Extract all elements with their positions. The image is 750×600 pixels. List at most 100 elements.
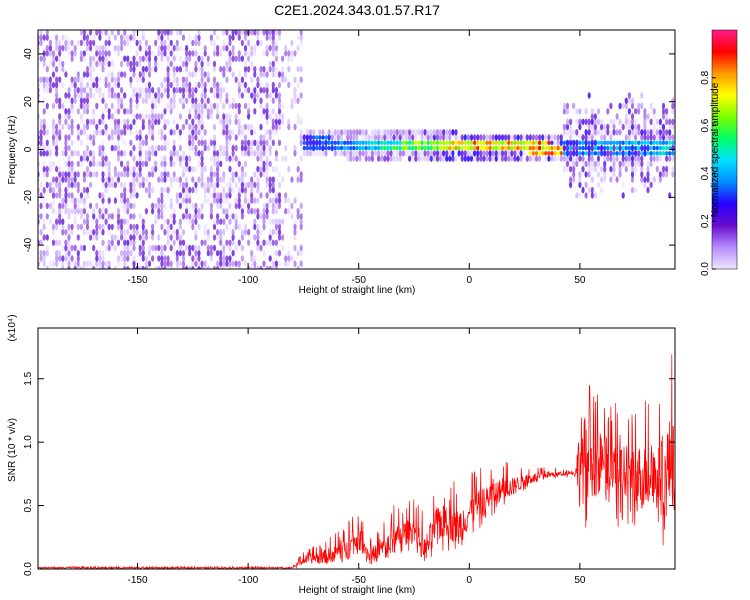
spectrogram-cell bbox=[510, 140, 514, 145]
spectrogram-cell bbox=[206, 244, 210, 252]
spectrogram-cell bbox=[206, 234, 210, 241]
spectrogram-cell bbox=[466, 145, 470, 151]
spectrogram-cell bbox=[76, 255, 80, 262]
spectrogram-cell bbox=[268, 66, 272, 73]
spectrogram-cell bbox=[253, 208, 257, 215]
spectrogram-cell bbox=[48, 181, 53, 189]
spectrogram-cell bbox=[392, 129, 396, 136]
spectrogram-cell bbox=[661, 102, 666, 110]
spectrogram-cell bbox=[123, 39, 127, 47]
spectrogram-cell bbox=[175, 123, 179, 131]
spectrogram-cell bbox=[48, 165, 53, 173]
spectrogram-cell bbox=[132, 155, 136, 162]
spectrogram-cell bbox=[166, 45, 170, 52]
spectrogram-cell bbox=[600, 150, 604, 157]
spectrogram-cell bbox=[237, 118, 241, 126]
spectrogram-cell bbox=[160, 255, 164, 262]
spectrogram-cell bbox=[473, 155, 477, 162]
spectrogram-cell bbox=[203, 81, 207, 89]
spectrogram-cell bbox=[107, 265, 111, 269]
spectrogram-cell bbox=[89, 134, 93, 141]
spectrogram-cell bbox=[185, 197, 189, 204]
spectrogram-cell bbox=[627, 129, 632, 136]
spectrogram-cell bbox=[200, 160, 204, 167]
spectrogram-cell bbox=[185, 181, 189, 189]
spectrogram-cell bbox=[618, 171, 622, 178]
spectrogram-cell bbox=[531, 155, 536, 162]
spectrogram-cell bbox=[120, 197, 124, 204]
spectrogram-cell bbox=[630, 160, 635, 167]
spectrogram-cell bbox=[225, 192, 229, 199]
spectrogram-cell bbox=[346, 150, 350, 157]
spectrogram-cell bbox=[665, 171, 669, 178]
spectrogram-cell bbox=[364, 155, 368, 162]
spectrogram-cell bbox=[45, 139, 49, 146]
spectrogram-cell bbox=[120, 223, 124, 231]
spectrogram-cell bbox=[197, 39, 201, 47]
spectrogram-cell bbox=[268, 30, 272, 36]
spectrogram-y-label: Frequency (Hz) bbox=[7, 116, 18, 185]
spectrogram-cell bbox=[627, 145, 632, 151]
spectrogram-cell bbox=[219, 218, 223, 225]
spectrogram-cell bbox=[606, 145, 610, 151]
spectrogram-cell bbox=[95, 81, 99, 89]
spectrogram-cell bbox=[630, 176, 635, 183]
spectrogram-cell bbox=[98, 260, 102, 267]
spectrogram-cell bbox=[209, 171, 213, 178]
spectrogram-cell bbox=[330, 140, 334, 145]
spectrogram-cell bbox=[70, 165, 74, 173]
spectrogram-cell bbox=[627, 118, 632, 126]
spectrogram-cell bbox=[646, 140, 650, 145]
spectrogram-cell bbox=[160, 30, 164, 36]
spectrogram-cell bbox=[42, 55, 46, 62]
spectrogram-cell bbox=[287, 118, 291, 126]
spectrogram-cell bbox=[513, 155, 517, 162]
spectrogram-cell bbox=[178, 250, 182, 257]
spectrogram-cell bbox=[299, 213, 303, 220]
spectrogram-cell bbox=[256, 139, 260, 146]
spectrogram-cell bbox=[138, 45, 142, 52]
spectrogram-cell bbox=[256, 213, 260, 220]
spectrogram-cell bbox=[116, 171, 121, 178]
spectrogram-cell bbox=[181, 181, 186, 189]
spectrogram-cell bbox=[380, 134, 384, 141]
spectrogram-cell bbox=[147, 81, 152, 89]
spectrogram-cell bbox=[98, 223, 102, 231]
spectrogram-cell bbox=[160, 213, 164, 220]
spectrogram-cell bbox=[172, 76, 176, 83]
spectrogram-cell bbox=[55, 176, 59, 183]
spectrogram-cell bbox=[110, 129, 114, 136]
spectrogram-cell bbox=[163, 265, 167, 269]
spectrogram-cell bbox=[175, 81, 179, 89]
spectrogram-cell bbox=[58, 213, 62, 220]
spectrogram-cell bbox=[377, 145, 381, 151]
spectrogram-cell bbox=[129, 60, 133, 68]
spectrogram-cell bbox=[61, 265, 65, 269]
spectrogram-cell bbox=[61, 260, 65, 267]
spectrogram-cell bbox=[274, 155, 278, 162]
spectrogram-cell bbox=[120, 218, 124, 225]
spectrogram-cell bbox=[373, 150, 378, 157]
spectrogram-cell bbox=[160, 134, 164, 141]
spectrogram-cell bbox=[123, 150, 127, 157]
spectrogram-cell bbox=[265, 71, 269, 78]
spectrogram-cell bbox=[166, 192, 170, 199]
spectrogram-cell bbox=[466, 155, 470, 162]
y-tick-label: 20 bbox=[23, 96, 34, 108]
spectrogram-cell bbox=[110, 239, 114, 246]
spectrogram-cell bbox=[442, 155, 446, 162]
spectrogram-cell bbox=[178, 66, 182, 73]
spectrogram-cell bbox=[138, 265, 142, 269]
spectrogram-cell bbox=[185, 244, 189, 252]
spectrogram-cell bbox=[287, 260, 291, 267]
spectrogram-cell bbox=[138, 144, 142, 152]
spectrogram-cell bbox=[55, 192, 59, 199]
spectrogram-cell bbox=[203, 102, 207, 110]
spectrogram-cell bbox=[132, 66, 136, 73]
spectrogram-cell bbox=[48, 144, 53, 152]
spectrogram-cell bbox=[178, 55, 182, 62]
spectrogram-cell bbox=[216, 165, 220, 173]
spectrogram-cell bbox=[98, 30, 102, 36]
spectrogram-cell bbox=[665, 108, 669, 115]
spectrogram-cell bbox=[157, 208, 161, 215]
